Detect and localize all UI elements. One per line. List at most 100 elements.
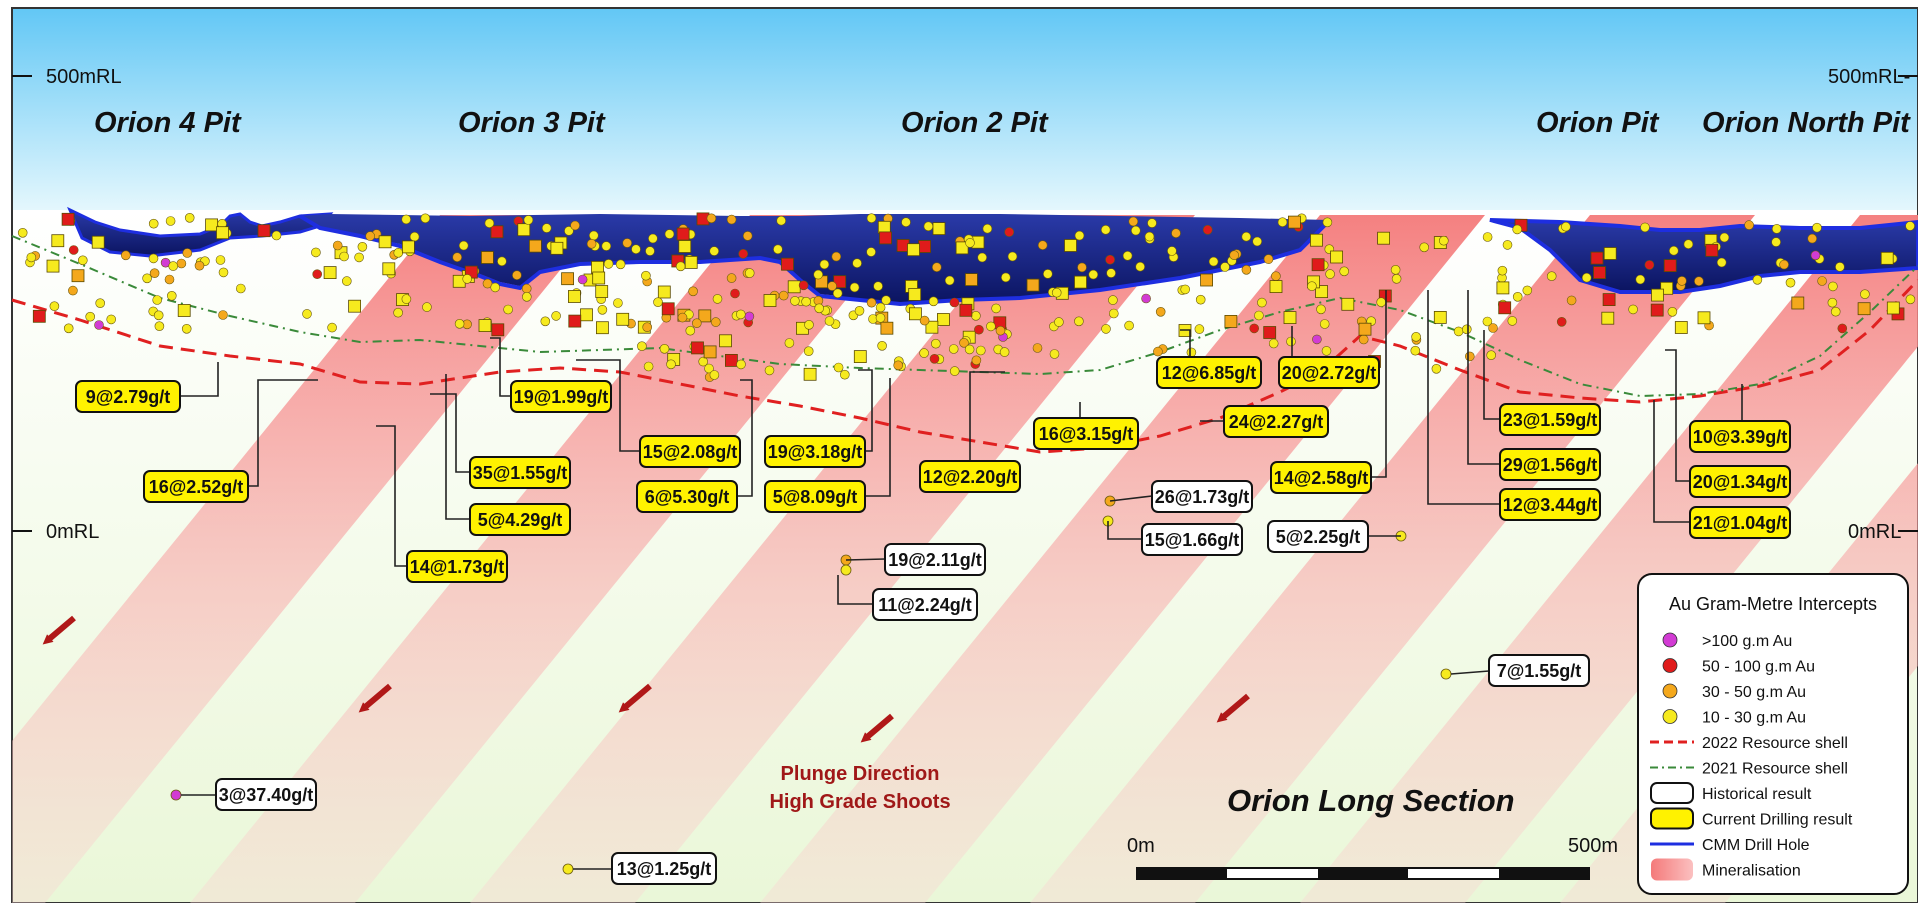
drill-intercept-point: [78, 256, 87, 265]
drill-intercept-point: [745, 312, 754, 321]
drill-intercept-point: [1411, 346, 1420, 355]
drill-intercept-point: [563, 864, 573, 874]
drill-intercept-point: [219, 268, 228, 277]
drill-intercept-point: [976, 346, 985, 355]
intercept-label: 5@2.25g/t: [1276, 527, 1361, 547]
drill-intercept-square: [481, 252, 493, 264]
historical-intercept-callout: 15@1.66g/t: [1142, 524, 1242, 555]
drill-intercept-square: [1312, 259, 1324, 271]
drill-intercept-point: [711, 318, 720, 327]
drill-intercept-point: [1050, 350, 1059, 359]
drill-intercept-point: [996, 326, 1005, 335]
current-intercept-callout: 29@1.56g/t: [1500, 449, 1600, 480]
drill-intercept-square: [909, 308, 921, 320]
drill-intercept-point: [1557, 317, 1566, 326]
drill-intercept-point: [777, 216, 786, 225]
drill-intercept-point: [1102, 324, 1111, 333]
drill-intercept-point: [853, 259, 862, 268]
drill-intercept-square: [782, 258, 794, 270]
drill-intercept-point: [1503, 240, 1512, 249]
drill-intercept-square: [1270, 281, 1282, 293]
drill-intercept-square: [1792, 297, 1804, 309]
drill-intercept-point: [1906, 295, 1915, 304]
drill-intercept-point: [945, 276, 954, 285]
drill-intercept-point: [1043, 269, 1052, 278]
drill-intercept-point: [1567, 296, 1576, 305]
drill-intercept-point: [1392, 274, 1401, 283]
drill-intercept-point: [1075, 231, 1084, 240]
drill-intercept-point: [1320, 320, 1329, 329]
drill-intercept-point: [1439, 236, 1448, 245]
drill-intercept-point: [402, 295, 411, 304]
drill-intercept-point: [820, 260, 829, 269]
drill-intercept-point: [1828, 282, 1837, 291]
historical-intercept-callout: 7@1.55g/t: [1489, 655, 1589, 686]
drill-intercept-point: [1074, 317, 1083, 326]
drill-intercept-point: [236, 284, 245, 293]
drill-intercept-square: [1201, 274, 1213, 286]
drill-intercept-point: [1694, 277, 1703, 286]
drill-intercept-point: [1131, 226, 1140, 235]
pit-label-orion-2: Orion 2 Pit: [901, 107, 1049, 139]
drill-intercept-point: [1641, 223, 1650, 232]
intercept-label: 5@8.09g/t: [773, 487, 858, 507]
drill-intercept-point: [802, 297, 811, 306]
drill-intercept-point: [931, 339, 940, 348]
current-intercept-callout: 20@1.34g/t: [1690, 466, 1790, 497]
drill-intercept-point: [1669, 246, 1678, 255]
current-intercept-callout: 21@1.04g/t: [1690, 507, 1790, 538]
drill-intercept-point: [542, 224, 551, 233]
drill-intercept-point: [1153, 347, 1162, 356]
drill-intercept-point: [616, 260, 625, 269]
drill-intercept-point: [745, 269, 754, 278]
drill-intercept-point: [50, 302, 59, 311]
drill-intercept-point: [64, 324, 73, 333]
drill-intercept-point: [459, 241, 468, 250]
drill-intercept-point: [727, 215, 736, 224]
drill-intercept-point: [949, 345, 958, 354]
drill-intercept-point: [1860, 290, 1869, 299]
drill-intercept-point: [1109, 309, 1118, 318]
scale-segment-5: [1499, 868, 1589, 879]
drill-intercept-point: [1547, 272, 1556, 281]
drill-intercept-point: [637, 342, 646, 351]
drill-intercept-point: [1340, 267, 1349, 276]
drill-intercept-point: [358, 242, 367, 251]
drill-intercept-point: [366, 232, 375, 241]
drill-intercept-square: [47, 260, 59, 272]
drill-intercept-point: [1677, 276, 1686, 285]
drill-intercept-point: [855, 306, 864, 315]
drill-intercept-point: [978, 253, 987, 262]
drill-intercept-point: [167, 291, 176, 300]
drill-intercept-point: [1000, 348, 1009, 357]
current-intercept-callout: 12@3.44g/t: [1500, 489, 1600, 520]
drill-intercept-square: [258, 225, 270, 237]
drill-intercept-square: [518, 224, 530, 236]
drill-intercept-square: [479, 320, 491, 332]
drill-intercept-square: [1264, 327, 1276, 339]
historical-intercept-callout: 19@2.11g/t: [885, 544, 985, 575]
drill-intercept-point: [623, 239, 632, 248]
intercept-label: 3@37.40g/t: [219, 785, 314, 805]
intercept-label: 7@1.55g/t: [1497, 661, 1582, 681]
drill-intercept-point: [1242, 265, 1251, 274]
drill-intercept-point: [1811, 251, 1820, 260]
intercept-label: 14@1.73g/t: [410, 557, 505, 577]
drill-intercept-square: [1225, 315, 1237, 327]
drill-intercept-point: [69, 246, 78, 255]
drill-intercept-square: [1675, 322, 1687, 334]
drill-intercept-point: [710, 371, 719, 380]
drill-intercept-point: [1257, 298, 1266, 307]
drill-intercept-point: [1221, 263, 1230, 272]
drill-intercept-square: [804, 368, 816, 380]
drill-intercept-point: [1808, 234, 1817, 243]
drill-intercept-point: [1831, 307, 1840, 316]
drill-intercept-point: [328, 323, 337, 332]
drill-intercept-point: [342, 277, 351, 286]
drill-intercept-point: [153, 296, 162, 305]
drill-intercept-square: [720, 335, 732, 347]
drill-intercept-point: [27, 253, 36, 262]
drill-intercept-point: [1101, 225, 1110, 234]
drill-intercept-square: [349, 300, 361, 312]
drill-intercept-square: [1664, 260, 1676, 272]
